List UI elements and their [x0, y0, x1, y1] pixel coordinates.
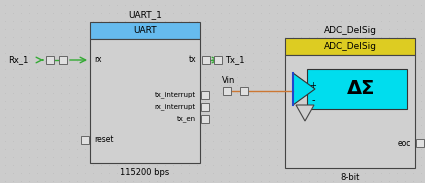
Bar: [90, 22, 200, 39]
Bar: [214, 56, 222, 64]
Text: 115200 bps: 115200 bps: [120, 168, 170, 177]
Text: ADC_DelSig: ADC_DelSig: [323, 42, 377, 51]
Text: eoc: eoc: [398, 139, 411, 147]
Text: rx_interrupt: rx_interrupt: [155, 104, 196, 110]
Bar: [59, 56, 67, 64]
Text: tx_en: tx_en: [177, 116, 196, 122]
Bar: [285, 38, 415, 55]
Bar: [285, 55, 415, 168]
Text: Rx_1: Rx_1: [8, 55, 28, 64]
Polygon shape: [296, 105, 314, 121]
Polygon shape: [293, 73, 315, 105]
Text: reset: reset: [94, 135, 113, 145]
Text: 8-bit: 8-bit: [340, 173, 360, 182]
Text: Tx_1: Tx_1: [225, 55, 244, 64]
Text: ADC_DelSig: ADC_DelSig: [323, 26, 377, 35]
Bar: [201, 91, 209, 99]
Bar: [90, 39, 200, 163]
Bar: [81, 136, 89, 144]
Text: rx: rx: [94, 55, 102, 64]
Text: -: -: [311, 95, 315, 105]
Bar: [307, 69, 407, 109]
Bar: [202, 56, 210, 64]
Bar: [46, 56, 54, 64]
Text: UART_1: UART_1: [128, 10, 162, 19]
Text: UART: UART: [133, 26, 157, 35]
Bar: [240, 87, 248, 95]
Text: tx: tx: [188, 55, 196, 64]
Text: Vin: Vin: [222, 76, 235, 85]
Text: ΔΣ: ΔΣ: [347, 79, 375, 98]
Bar: [416, 139, 424, 147]
Text: tx_interrupt: tx_interrupt: [155, 92, 196, 98]
Bar: [201, 115, 209, 123]
Text: +: +: [309, 81, 317, 89]
Bar: [201, 103, 209, 111]
Bar: [223, 87, 231, 95]
